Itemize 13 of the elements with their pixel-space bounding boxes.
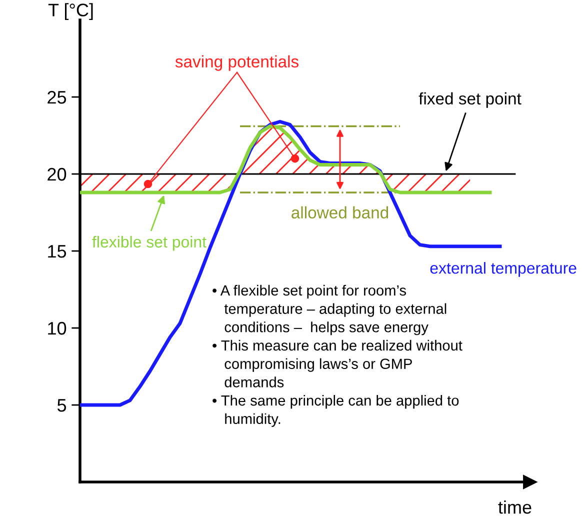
- x-axis-title: time: [498, 500, 532, 514]
- annotation: • A flexible set point for room’s temperature – adapting to external conditions – helps save energy • This measure can be realized without compromising laws’s or GMP demands • The same principle can be applied to humidity.: [212, 284, 462, 427]
- y-tick-label: 20: [48, 168, 66, 181]
- ref-line-label: fixed set point: [418, 92, 522, 108]
- y-tick-label: 25: [48, 90, 66, 104]
- y-axis-title: T [°C]: [48, 3, 93, 20]
- y-tick-label: 5: [57, 399, 66, 412]
- y-tick-label: 10: [48, 322, 66, 335]
- y-tick-label: 15: [48, 245, 66, 258]
- annotation: saving potentials: [175, 55, 298, 71]
- legend-label: flexible set point: [92, 236, 206, 251]
- series-label: external temperature: [430, 262, 576, 277]
- ref-line-label: allowed band: [292, 206, 388, 219]
